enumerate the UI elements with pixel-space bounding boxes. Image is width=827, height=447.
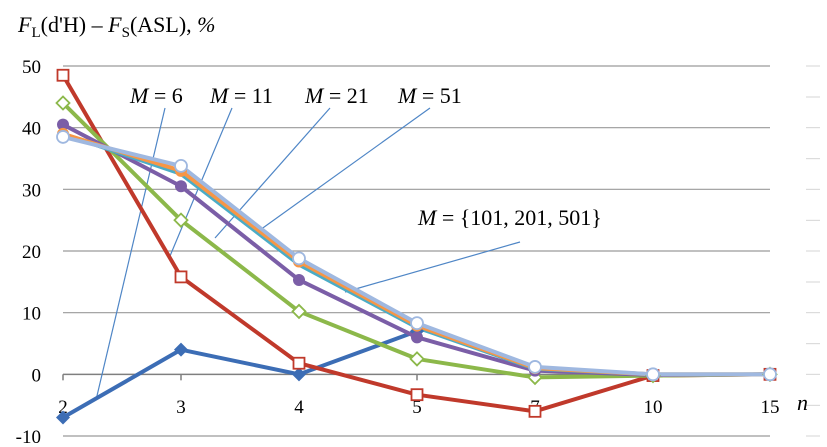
x-tick-label: 2 <box>58 397 68 418</box>
y-tick-label: 50 <box>22 57 41 78</box>
data-point <box>56 130 70 144</box>
leader-line <box>95 107 166 401</box>
data-point <box>410 388 424 402</box>
annotation-label: M = 21 <box>304 83 369 108</box>
leader-line <box>344 241 521 293</box>
y-tick-label: 20 <box>22 242 41 263</box>
y-tick-label: -10 <box>16 427 41 447</box>
y-tick-label: 40 <box>22 119 41 140</box>
annotation-label: M = 6 <box>129 83 183 108</box>
data-point <box>57 118 69 131</box>
data-point <box>291 303 307 320</box>
annotations: M = 6 M = 11 M = 21 M = 51 M = {101, 201, 50… <box>129 83 602 230</box>
data-point <box>55 95 71 111</box>
data-point <box>174 158 188 173</box>
annotation-label: M = 11 <box>209 83 273 108</box>
y-tick-labels: -10 0 10 20 30 40 50 <box>16 57 41 447</box>
x-tick-label: 10 <box>644 397 663 418</box>
y-tick-label: 30 <box>22 180 41 201</box>
data-point <box>174 270 188 284</box>
data-point <box>293 273 305 286</box>
x-tick-label: 3 <box>176 397 186 418</box>
data-point <box>409 351 425 367</box>
data-point <box>763 367 777 382</box>
data-point <box>528 404 542 418</box>
data-point <box>56 410 70 425</box>
data-point <box>174 342 188 357</box>
data-point <box>56 68 70 82</box>
data-point <box>646 367 660 382</box>
x-tick-label: 5 <box>412 397 422 418</box>
annotation-label: M = 51 <box>397 83 462 108</box>
gridlines <box>63 65 820 437</box>
x-tick-label: 15 <box>761 397 780 418</box>
data-point <box>528 360 542 374</box>
y-tick-label: 10 <box>22 304 41 325</box>
y-tick-label: 0 <box>32 365 42 386</box>
series-line <box>62 329 418 420</box>
data-point <box>292 251 306 266</box>
y-axis-label: FL(d'H) – FS(ASL), % <box>17 12 215 41</box>
x-axis-label: n <box>797 390 808 415</box>
leader-line <box>259 107 431 231</box>
data-point <box>175 180 187 193</box>
data-point <box>410 316 424 331</box>
data-point <box>292 356 306 370</box>
data-point <box>411 331 423 344</box>
series-markers <box>55 68 778 425</box>
x-tick-label: 4 <box>294 397 304 418</box>
data-point <box>173 212 189 228</box>
annotation-label: M = {101, 201, 501} <box>417 205 602 230</box>
annotation-leaders <box>95 107 521 401</box>
data-point <box>292 367 306 382</box>
